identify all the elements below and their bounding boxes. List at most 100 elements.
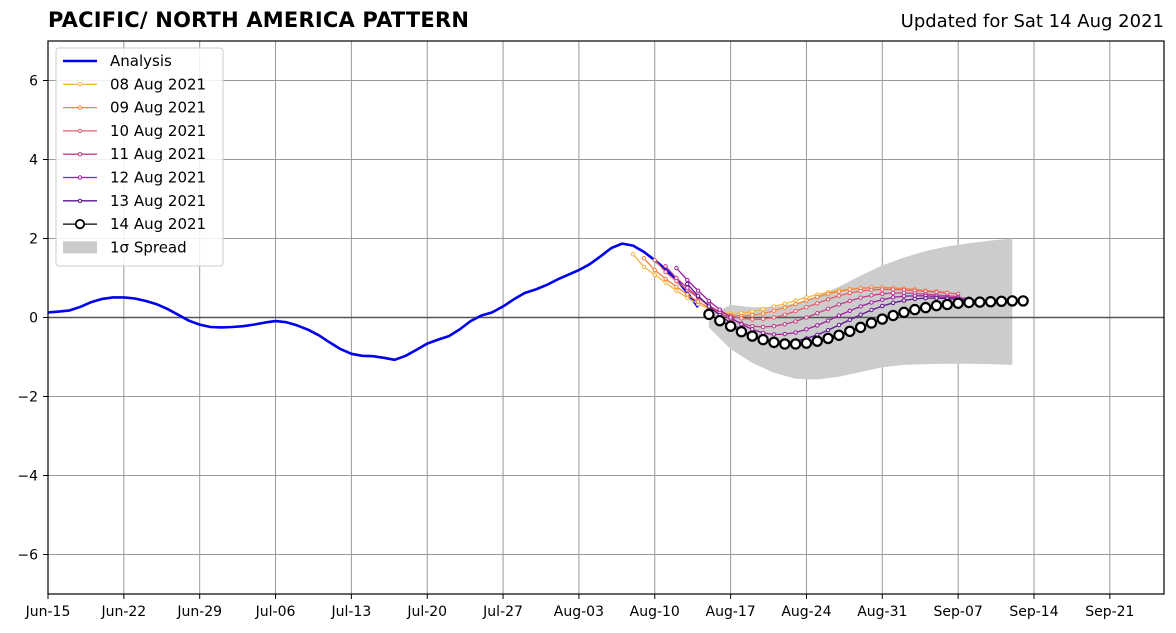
x-tick-label: Sep-07: [934, 604, 983, 620]
forecast-point: [793, 298, 798, 303]
x-tick-label: Aug-24: [781, 604, 831, 620]
forecast-point: [674, 265, 679, 271]
forecast-point: [858, 304, 863, 309]
legend-entry: 08 Aug 2021: [63, 75, 206, 93]
forecast-point: [909, 303, 921, 316]
forecast-point: [836, 289, 842, 294]
forecast-point: [782, 322, 787, 327]
forecast-point: [934, 295, 939, 301]
forecast-point: [739, 322, 744, 327]
x-tick-label: Jul-06: [255, 604, 296, 620]
spread-band-group: [708, 238, 1013, 380]
forecast-point: [685, 277, 690, 283]
forecast-point: [757, 333, 769, 346]
forecast-point: [793, 330, 798, 335]
legend-swatch-marker: [77, 128, 83, 134]
forecast-point: [901, 293, 907, 299]
forecast-point: [735, 326, 748, 338]
forecast-point: [685, 285, 690, 291]
forecast-point: [768, 336, 780, 349]
forecast-line: [665, 265, 959, 328]
forecast-point: [717, 307, 722, 312]
forecast-point: [995, 295, 1008, 308]
forecast-point: [652, 267, 657, 273]
forecast-point: [793, 319, 798, 324]
legend-entry: 14 Aug 2021: [63, 215, 206, 233]
forecast-point: [760, 307, 766, 312]
forecast-point: [890, 295, 896, 300]
forecast-point: [674, 288, 679, 293]
legend-label: 10 Aug 2021: [110, 122, 206, 140]
y-tick-label: −2: [17, 390, 38, 406]
forecast-point: [771, 308, 777, 313]
forecast-point: [974, 296, 986, 308]
legend-entry: 1σ Spread: [63, 238, 187, 256]
forecast-point: [952, 297, 964, 309]
forecast-point: [641, 264, 647, 270]
forecast-point: [782, 331, 787, 337]
x-tick-label: Jun-29: [176, 604, 222, 620]
forecast-point: [739, 316, 744, 321]
forecast-point: [847, 290, 852, 296]
legend-label: 1σ Spread: [110, 238, 187, 256]
forecast-point: [674, 275, 679, 281]
forecast-point: [836, 302, 842, 307]
forecast-point: [815, 310, 820, 316]
legend-swatch-marker: [77, 175, 83, 180]
forecast-point: [771, 323, 777, 329]
chart-title: PACIFIC/ NORTH AMERICA PATTERN: [48, 8, 470, 32]
x-tick-label: Sep-14: [1009, 604, 1058, 620]
forecast-point: [865, 317, 878, 329]
forecast-point: [844, 325, 856, 338]
forecast-point: [750, 309, 755, 314]
forecast-point: [890, 290, 896, 296]
forecast-point: [641, 256, 647, 261]
analysis-line-group: [47, 242, 700, 362]
forecast-point: [750, 317, 755, 322]
x-tick-label: Jun-15: [25, 604, 71, 620]
forecast-point: [760, 316, 766, 322]
forecast-point: [825, 306, 831, 312]
spread-band: [708, 238, 1013, 380]
forecast-point: [923, 295, 928, 301]
x-tick-label: Aug-10: [630, 604, 680, 620]
forecast-point: [804, 298, 809, 303]
x-tick-label: Jun-22: [100, 604, 146, 620]
forecast-point: [869, 307, 874, 313]
forecast-series: [674, 265, 972, 337]
forecast-point: [771, 332, 777, 337]
legend-entry: 11 Aug 2021: [63, 145, 206, 163]
x-tick-label: Aug-03: [554, 604, 604, 620]
updated-date: Updated for Sat 14 Aug 2021: [900, 11, 1164, 32]
legend-swatch-marker: [77, 152, 83, 157]
forecast-point: [815, 323, 820, 328]
forecast-point: [825, 327, 831, 333]
forecast-point: [760, 324, 766, 330]
forecast-point: [890, 287, 896, 292]
forecast-point: [771, 304, 777, 309]
legend-swatch-marker: [74, 219, 86, 230]
legend-label: 09 Aug 2021: [110, 99, 206, 117]
x-tick-label: Aug-31: [857, 604, 907, 620]
forecast-point: [728, 315, 733, 320]
forecast-point: [706, 304, 712, 309]
forecast-point: [880, 303, 885, 309]
forecast-point: [815, 301, 820, 306]
forecast-point: [804, 327, 809, 332]
forecast-point: [746, 330, 758, 342]
forecast-point: [876, 313, 888, 325]
forecast-point: [706, 298, 712, 304]
forecast-point: [890, 300, 896, 306]
forecast-point: [854, 321, 867, 334]
x-tick-label: Sep-21: [1085, 604, 1134, 620]
forecast-point: [836, 293, 842, 298]
forecast-point: [652, 258, 657, 263]
forecast-point: [793, 301, 798, 307]
forecast-point: [847, 317, 852, 323]
forecast-point: [858, 295, 863, 300]
forecast-point: [674, 284, 679, 289]
forecast-series-group: [630, 252, 1029, 350]
forecast-point: [887, 309, 899, 322]
forecast-point: [652, 272, 657, 278]
